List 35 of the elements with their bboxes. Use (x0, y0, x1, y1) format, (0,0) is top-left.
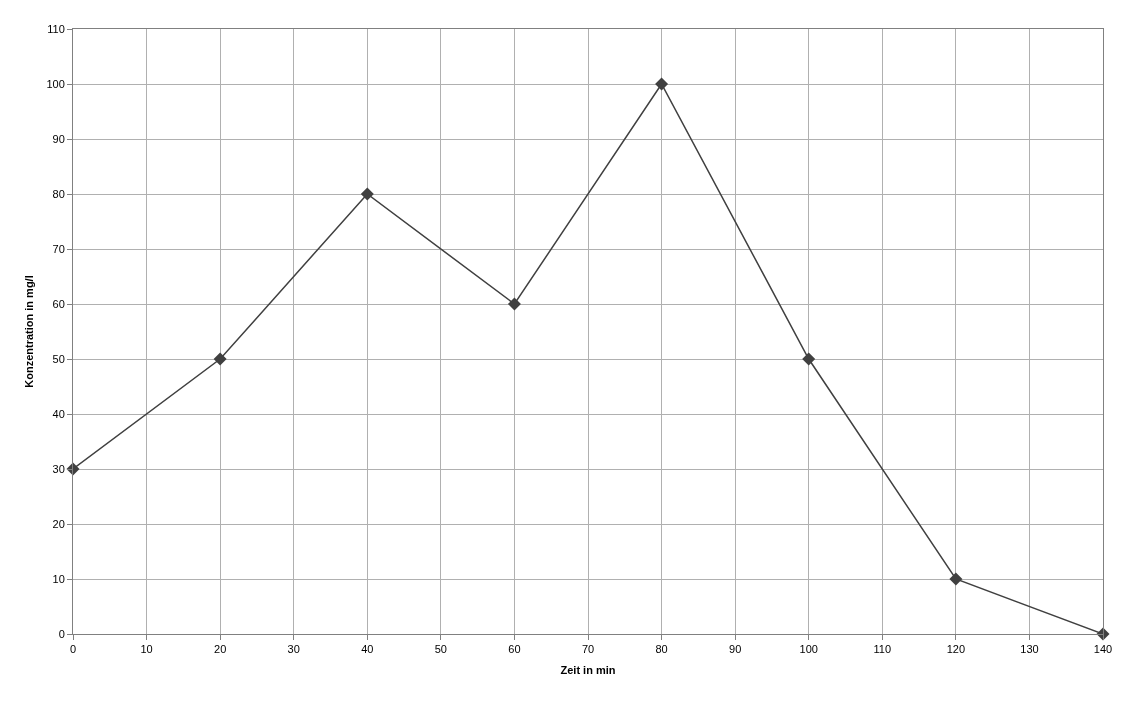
y-tick-label: 100 (46, 77, 65, 90)
x-tick-label: 0 (69, 643, 77, 656)
x-tick-label: 40 (361, 643, 374, 656)
y-tick-label: 60 (52, 297, 65, 310)
x-tick-label: 130 (1020, 643, 1039, 656)
point (655, 77, 669, 91)
point (360, 187, 374, 201)
x-tick-label: 120 (946, 643, 966, 656)
x-axis-title: Zeit in min (560, 664, 616, 677)
y-tick-label: 110 (47, 22, 65, 35)
x-tick-label: 20 (214, 643, 227, 656)
point (213, 352, 227, 366)
point (507, 297, 521, 311)
y-tick-label: 20 (52, 517, 65, 530)
x-tick-label: 70 (581, 643, 595, 656)
y-tick-label: 10 (52, 572, 65, 585)
point (949, 572, 963, 586)
y-tick-label: 90 (52, 132, 65, 145)
y-tick-label: 40 (52, 407, 65, 420)
x-tick-label: 10 (140, 643, 153, 656)
x-tick-label: 100 (799, 643, 818, 656)
y-tick-label: 70 (52, 242, 65, 255)
x-tick-label: 30 (287, 643, 300, 656)
x-tick-label: 80 (655, 643, 668, 656)
y-tick-label: 0 (58, 627, 65, 640)
y-tick-label: 50 (52, 352, 65, 365)
y-axis-title: Konzentration in mg/l (23, 275, 36, 388)
x-tick-label: 90 (729, 643, 742, 656)
x-tick-label: 50 (434, 643, 447, 656)
y-tick-label: 80 (52, 187, 65, 200)
y-tick-label: 30 (52, 462, 65, 475)
x-tick-label: 140 (1093, 643, 1113, 656)
point (802, 352, 816, 366)
x-tick-label: 60 (508, 643, 521, 656)
x-tick-label: 110 (873, 643, 892, 656)
